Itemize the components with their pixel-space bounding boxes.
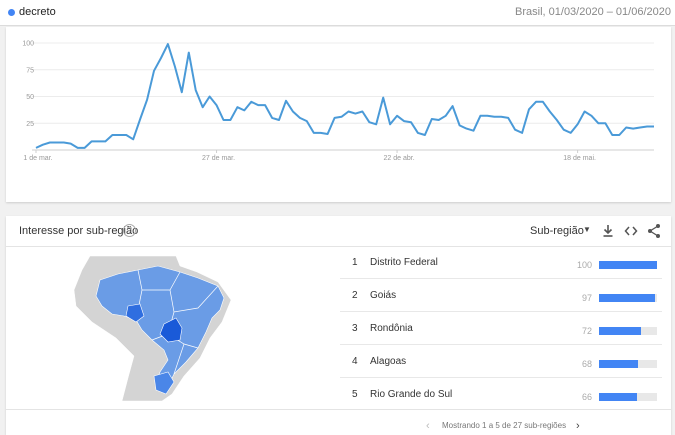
region-name[interactable]: Rio Grande do Sul: [370, 389, 453, 400]
value-bar: [599, 327, 657, 335]
section-title: Interesse por sub-região: [19, 225, 139, 237]
embed-icon[interactable]: [623, 222, 639, 240]
list-item[interactable]: 5 Rio Grande do Sul 66: [340, 379, 662, 411]
region-name[interactable]: Alagoas: [370, 356, 407, 367]
top-bar: decreto Brasil, 01/03/2020 – 01/06/2020: [0, 0, 675, 26]
rondonia-state: [125, 303, 145, 323]
goias-state: [159, 317, 183, 343]
rank-number: 1: [352, 257, 358, 268]
share-icon[interactable]: [646, 222, 662, 240]
y-tick-label: 25: [26, 121, 34, 128]
region-value: 72: [581, 326, 592, 336]
x-tick-label: 18 de mai.: [563, 155, 596, 162]
term-color-dot: [8, 9, 15, 16]
region-value: 97: [581, 293, 592, 303]
rank-number: 5: [352, 389, 358, 400]
brazil-subregion-map[interactable]: [72, 256, 232, 401]
rank-number: 2: [352, 290, 358, 301]
list-item[interactable]: 1 Distrito Federal 100: [340, 247, 662, 279]
y-tick-label: 100: [22, 41, 34, 48]
region-value: 66: [581, 392, 592, 402]
value-bar-fill: [599, 360, 639, 368]
chevron-right-icon[interactable]: ›: [576, 420, 580, 432]
x-tick-label: 27 de mar.: [202, 155, 235, 162]
footer-divider: [6, 409, 671, 410]
rank-number: 3: [352, 323, 358, 334]
help-icon[interactable]: ?: [123, 224, 136, 237]
chevron-left-icon[interactable]: ‹: [426, 420, 430, 432]
search-term[interactable]: decreto: [19, 6, 56, 18]
value-bar-fill: [599, 261, 657, 269]
region-name[interactable]: Rondônia: [370, 323, 413, 334]
chevron-down-icon[interactable]: ▼: [583, 225, 591, 234]
interest-over-time-card: 100 75 50 25 1 de mar. 27 de mar. 22 de abr. 18…: [6, 27, 671, 202]
interest-line-chart[interactable]: 100 75 50 25 1 de mar. 27 de mar. 22 de abr. 18…: [6, 27, 671, 202]
x-tick-label: 1 de mar.: [23, 155, 52, 162]
interest-by-subregion-card: Interesse por sub-região ? Sub-região ▼ …: [6, 216, 671, 435]
region-name[interactable]: Goiás: [370, 290, 397, 301]
download-icon[interactable]: [600, 222, 616, 240]
x-tick-label: 22 de abr.: [384, 155, 415, 162]
value-bar: [599, 294, 657, 302]
value-bar: [599, 393, 657, 401]
value-bar-fill: [599, 327, 641, 335]
list-item[interactable]: 4 Alagoas 68: [340, 346, 662, 378]
rank-number: 4: [352, 356, 358, 367]
pagination-status: Mostrando 1 a 5 de 27 sub-regiões: [442, 421, 567, 430]
value-bar-fill: [599, 393, 638, 401]
region-value: 100: [576, 260, 592, 270]
date-range[interactable]: Brasil, 01/03/2020 – 01/06/2020: [515, 6, 671, 18]
region-name[interactable]: Distrito Federal: [370, 257, 438, 268]
value-bar-fill: [599, 294, 656, 302]
region-header: Interesse por sub-região ? Sub-região ▼: [6, 216, 671, 247]
y-tick-label: 50: [26, 94, 34, 101]
value-bar: [599, 360, 657, 368]
list-item[interactable]: 2 Goiás 97: [340, 280, 662, 312]
y-tick-label: 75: [26, 67, 34, 74]
series-line-decreto: [35, 43, 654, 149]
value-bar: [599, 261, 657, 269]
rio-grande-do-sul-state: [153, 371, 175, 395]
resolution-select[interactable]: Sub-região: [530, 225, 584, 237]
region-value: 68: [581, 359, 592, 369]
list-item[interactable]: 3 Rondônia 72: [340, 313, 662, 345]
